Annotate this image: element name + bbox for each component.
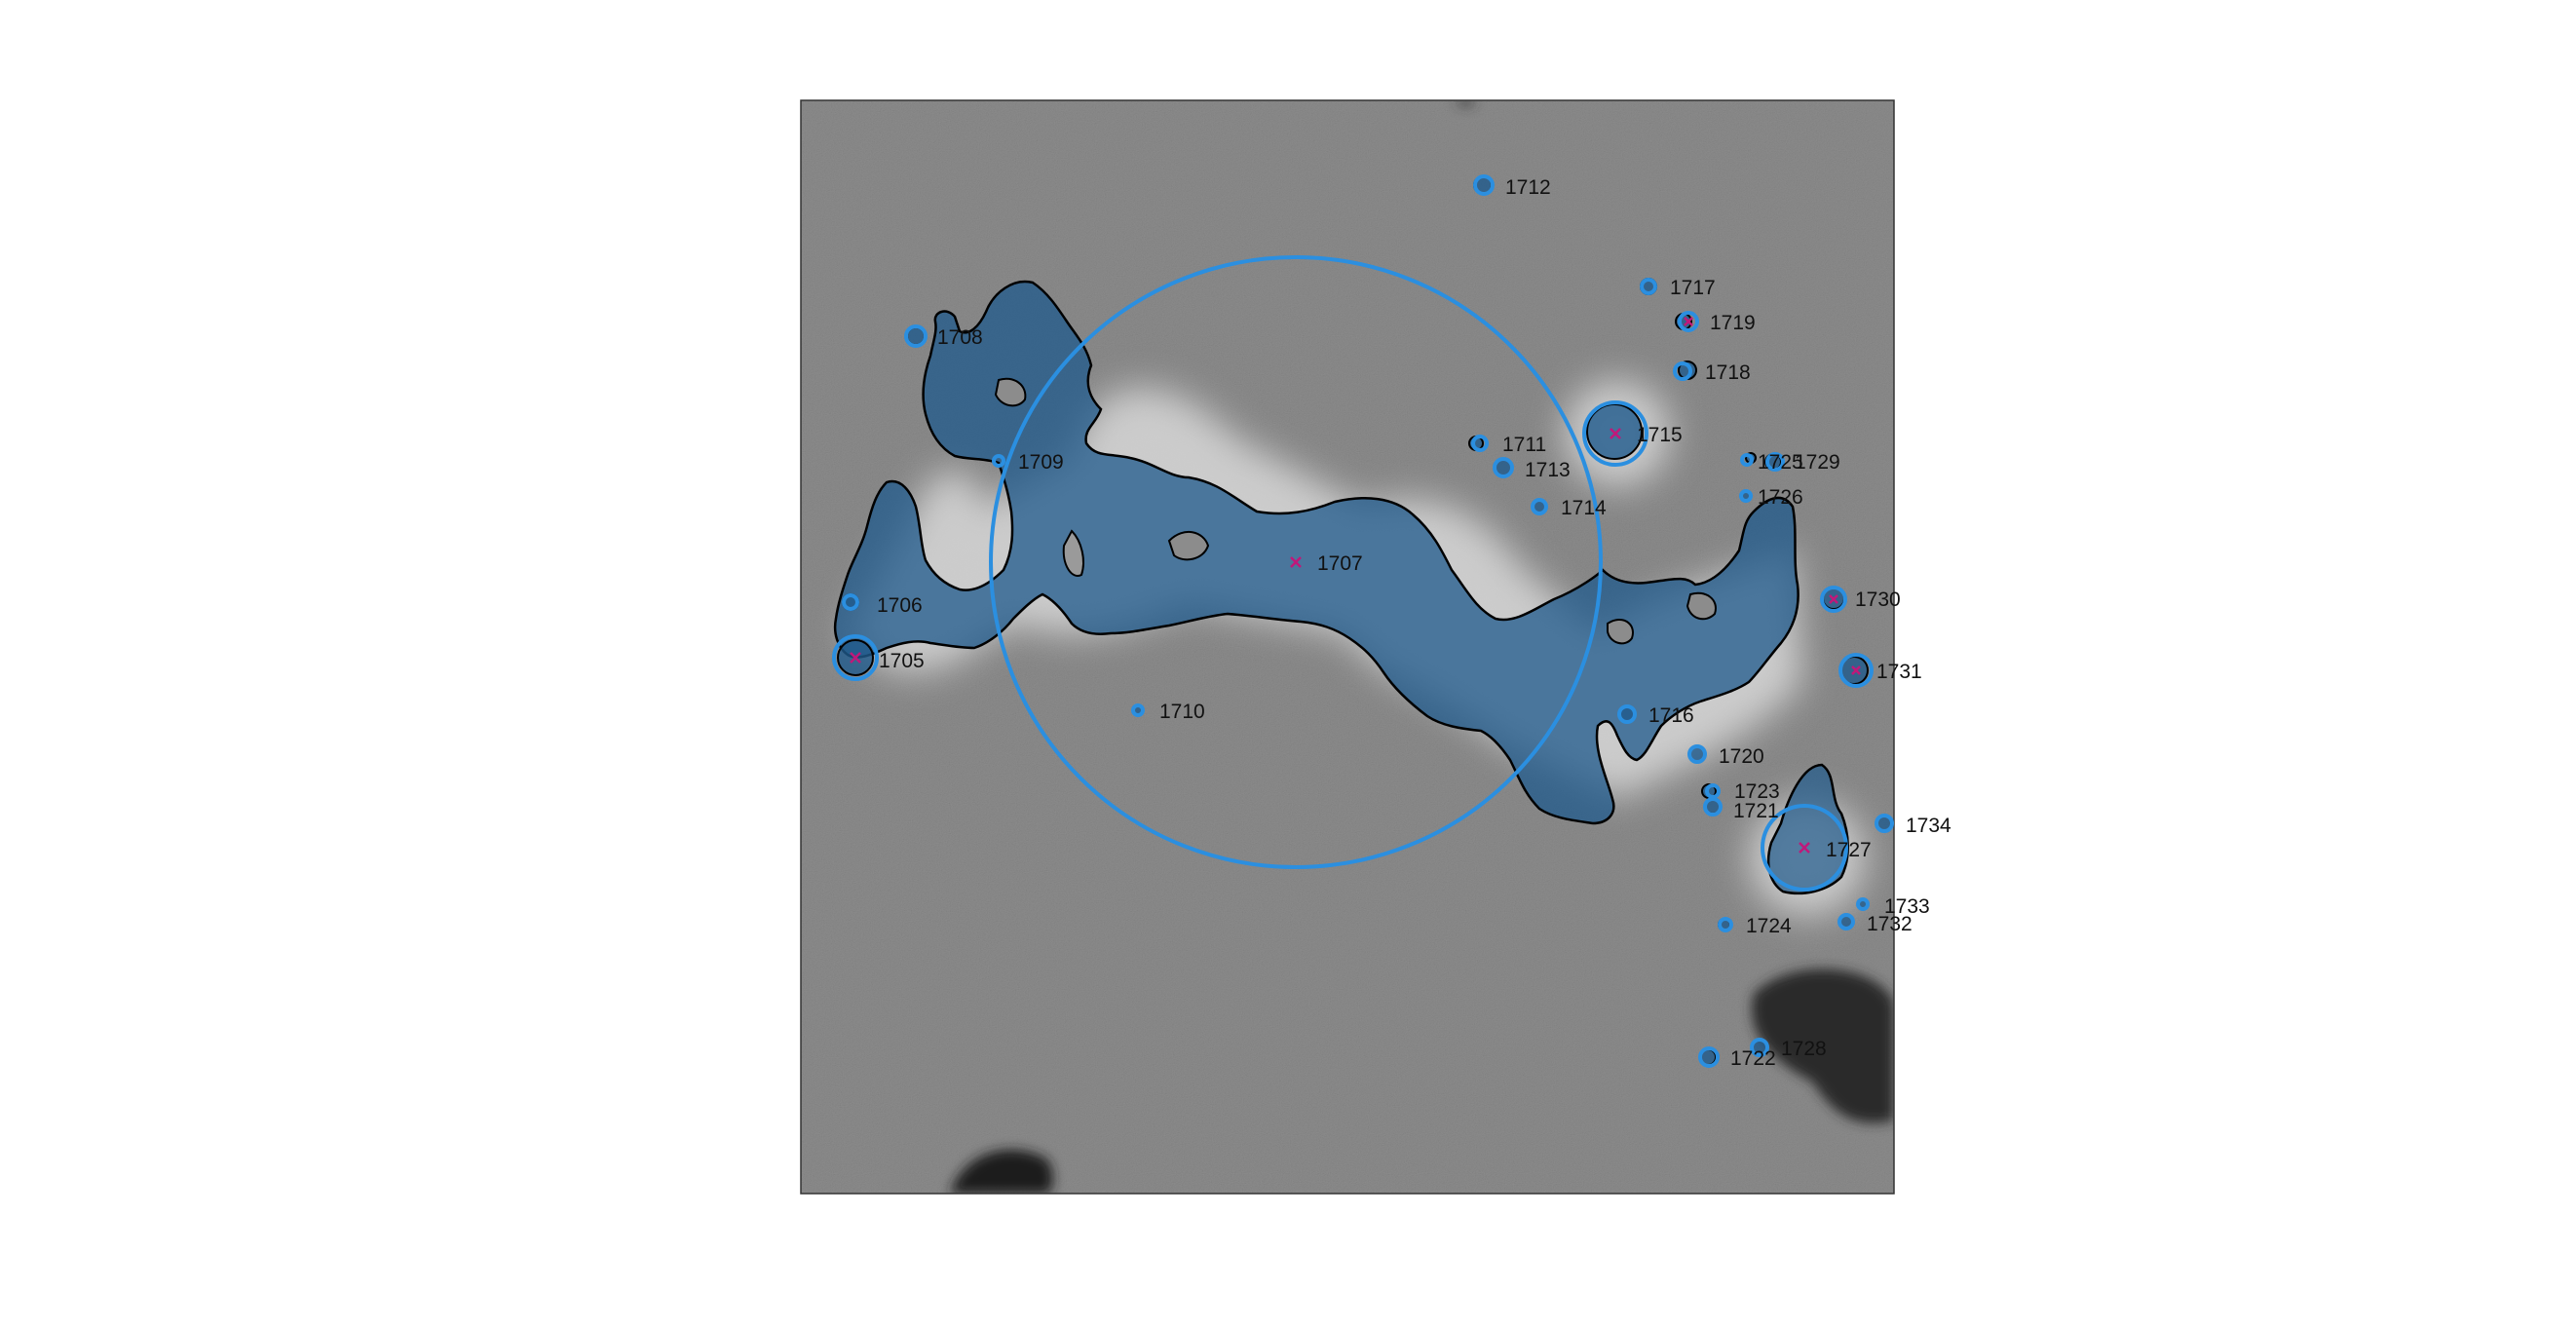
label-1713: 1713 xyxy=(1525,459,1571,481)
detection-circle-1726 xyxy=(1739,489,1753,503)
detection-circle-1729 xyxy=(1765,452,1785,472)
label-1722: 1722 xyxy=(1730,1047,1776,1070)
label-1734: 1734 xyxy=(1906,815,1951,837)
detection-circle-1724 xyxy=(1718,917,1733,932)
center-cross-1705 xyxy=(850,652,861,664)
detection-circle-1716 xyxy=(1617,704,1637,724)
label-1710: 1710 xyxy=(1159,701,1205,723)
detection-circle-1709 xyxy=(992,454,1005,468)
label-1717: 1717 xyxy=(1670,277,1716,299)
label-1720: 1720 xyxy=(1719,745,1764,768)
label-1712: 1712 xyxy=(1505,176,1551,199)
detection-circle-1717 xyxy=(1640,278,1657,295)
label-1711: 1711 xyxy=(1502,434,1546,456)
label-1714: 1714 xyxy=(1561,497,1607,519)
detection-circle-1713 xyxy=(1493,457,1514,478)
detection-circle-1705 xyxy=(832,634,879,681)
center-cross-1727 xyxy=(1799,842,1810,854)
detection-circle-1734 xyxy=(1875,814,1894,833)
detection-circle-1730 xyxy=(1820,586,1847,613)
detection-circle-1731 xyxy=(1838,653,1874,688)
micrograph-image xyxy=(801,100,1894,1194)
center-cross-1730 xyxy=(1829,594,1838,604)
detection-circle-1711 xyxy=(1471,435,1489,452)
detection-circle-1728 xyxy=(1750,1038,1769,1057)
label-1727: 1727 xyxy=(1826,839,1872,861)
label-1718: 1718 xyxy=(1705,361,1751,384)
detection-circle-1714 xyxy=(1531,498,1548,515)
label-1709: 1709 xyxy=(1018,451,1064,474)
detection-circle-1710 xyxy=(1131,703,1145,717)
label-1723: 1723 xyxy=(1734,780,1780,803)
detection-circle-1720 xyxy=(1687,744,1707,764)
label-1724: 1724 xyxy=(1746,915,1792,937)
label-1732: 1732 xyxy=(1867,913,1913,935)
detection-circle-1708 xyxy=(904,324,928,348)
detection-circle-1715 xyxy=(1582,400,1648,467)
label-1708: 1708 xyxy=(937,326,983,349)
center-cross-1719 xyxy=(1684,317,1693,326)
detection-circle-1725 xyxy=(1740,453,1754,467)
detection-circle-1718 xyxy=(1673,361,1692,381)
detection-circle-1727 xyxy=(1761,804,1848,892)
label-1715: 1715 xyxy=(1637,424,1683,446)
label-1716: 1716 xyxy=(1648,704,1694,727)
label-1725: 1725 xyxy=(1758,451,1803,474)
main-agglomerate xyxy=(833,280,1799,825)
detection-circle-1732 xyxy=(1837,913,1855,930)
label-1730: 1730 xyxy=(1855,589,1901,611)
center-cross-1715 xyxy=(1610,428,1621,439)
label-1721: 1721 xyxy=(1733,800,1779,822)
label-1731: 1731 xyxy=(1876,661,1922,683)
particle-labels: 1705 1706 1707 1708 1709 1710 1711 1712 … xyxy=(877,176,1951,1070)
dark-debris xyxy=(950,100,1894,1194)
detection-circle-1706 xyxy=(842,593,859,611)
label-1733: 1733 xyxy=(1884,895,1930,918)
center-markers xyxy=(850,317,1861,854)
label-1707: 1707 xyxy=(1317,552,1363,575)
label-1719: 1719 xyxy=(1710,312,1756,334)
micrograph-frame xyxy=(800,99,1895,1195)
label-1729: 1729 xyxy=(1795,451,1840,474)
detection-circle-1712 xyxy=(1473,174,1495,196)
detection-circle-1719 xyxy=(1678,311,1699,332)
label-1705: 1705 xyxy=(879,650,925,672)
label-1706: 1706 xyxy=(877,594,923,617)
label-1728: 1728 xyxy=(1781,1038,1827,1060)
detection-circle-1733 xyxy=(1856,897,1870,911)
center-cross-1731 xyxy=(1851,665,1861,675)
detection-circle-1723 xyxy=(1705,783,1721,799)
detection-circles xyxy=(832,174,1894,1068)
detection-circle-1722 xyxy=(1698,1046,1720,1068)
center-cross-1707 xyxy=(1290,556,1302,568)
detection-circle-1707 xyxy=(989,255,1603,869)
label-1726: 1726 xyxy=(1758,486,1803,509)
